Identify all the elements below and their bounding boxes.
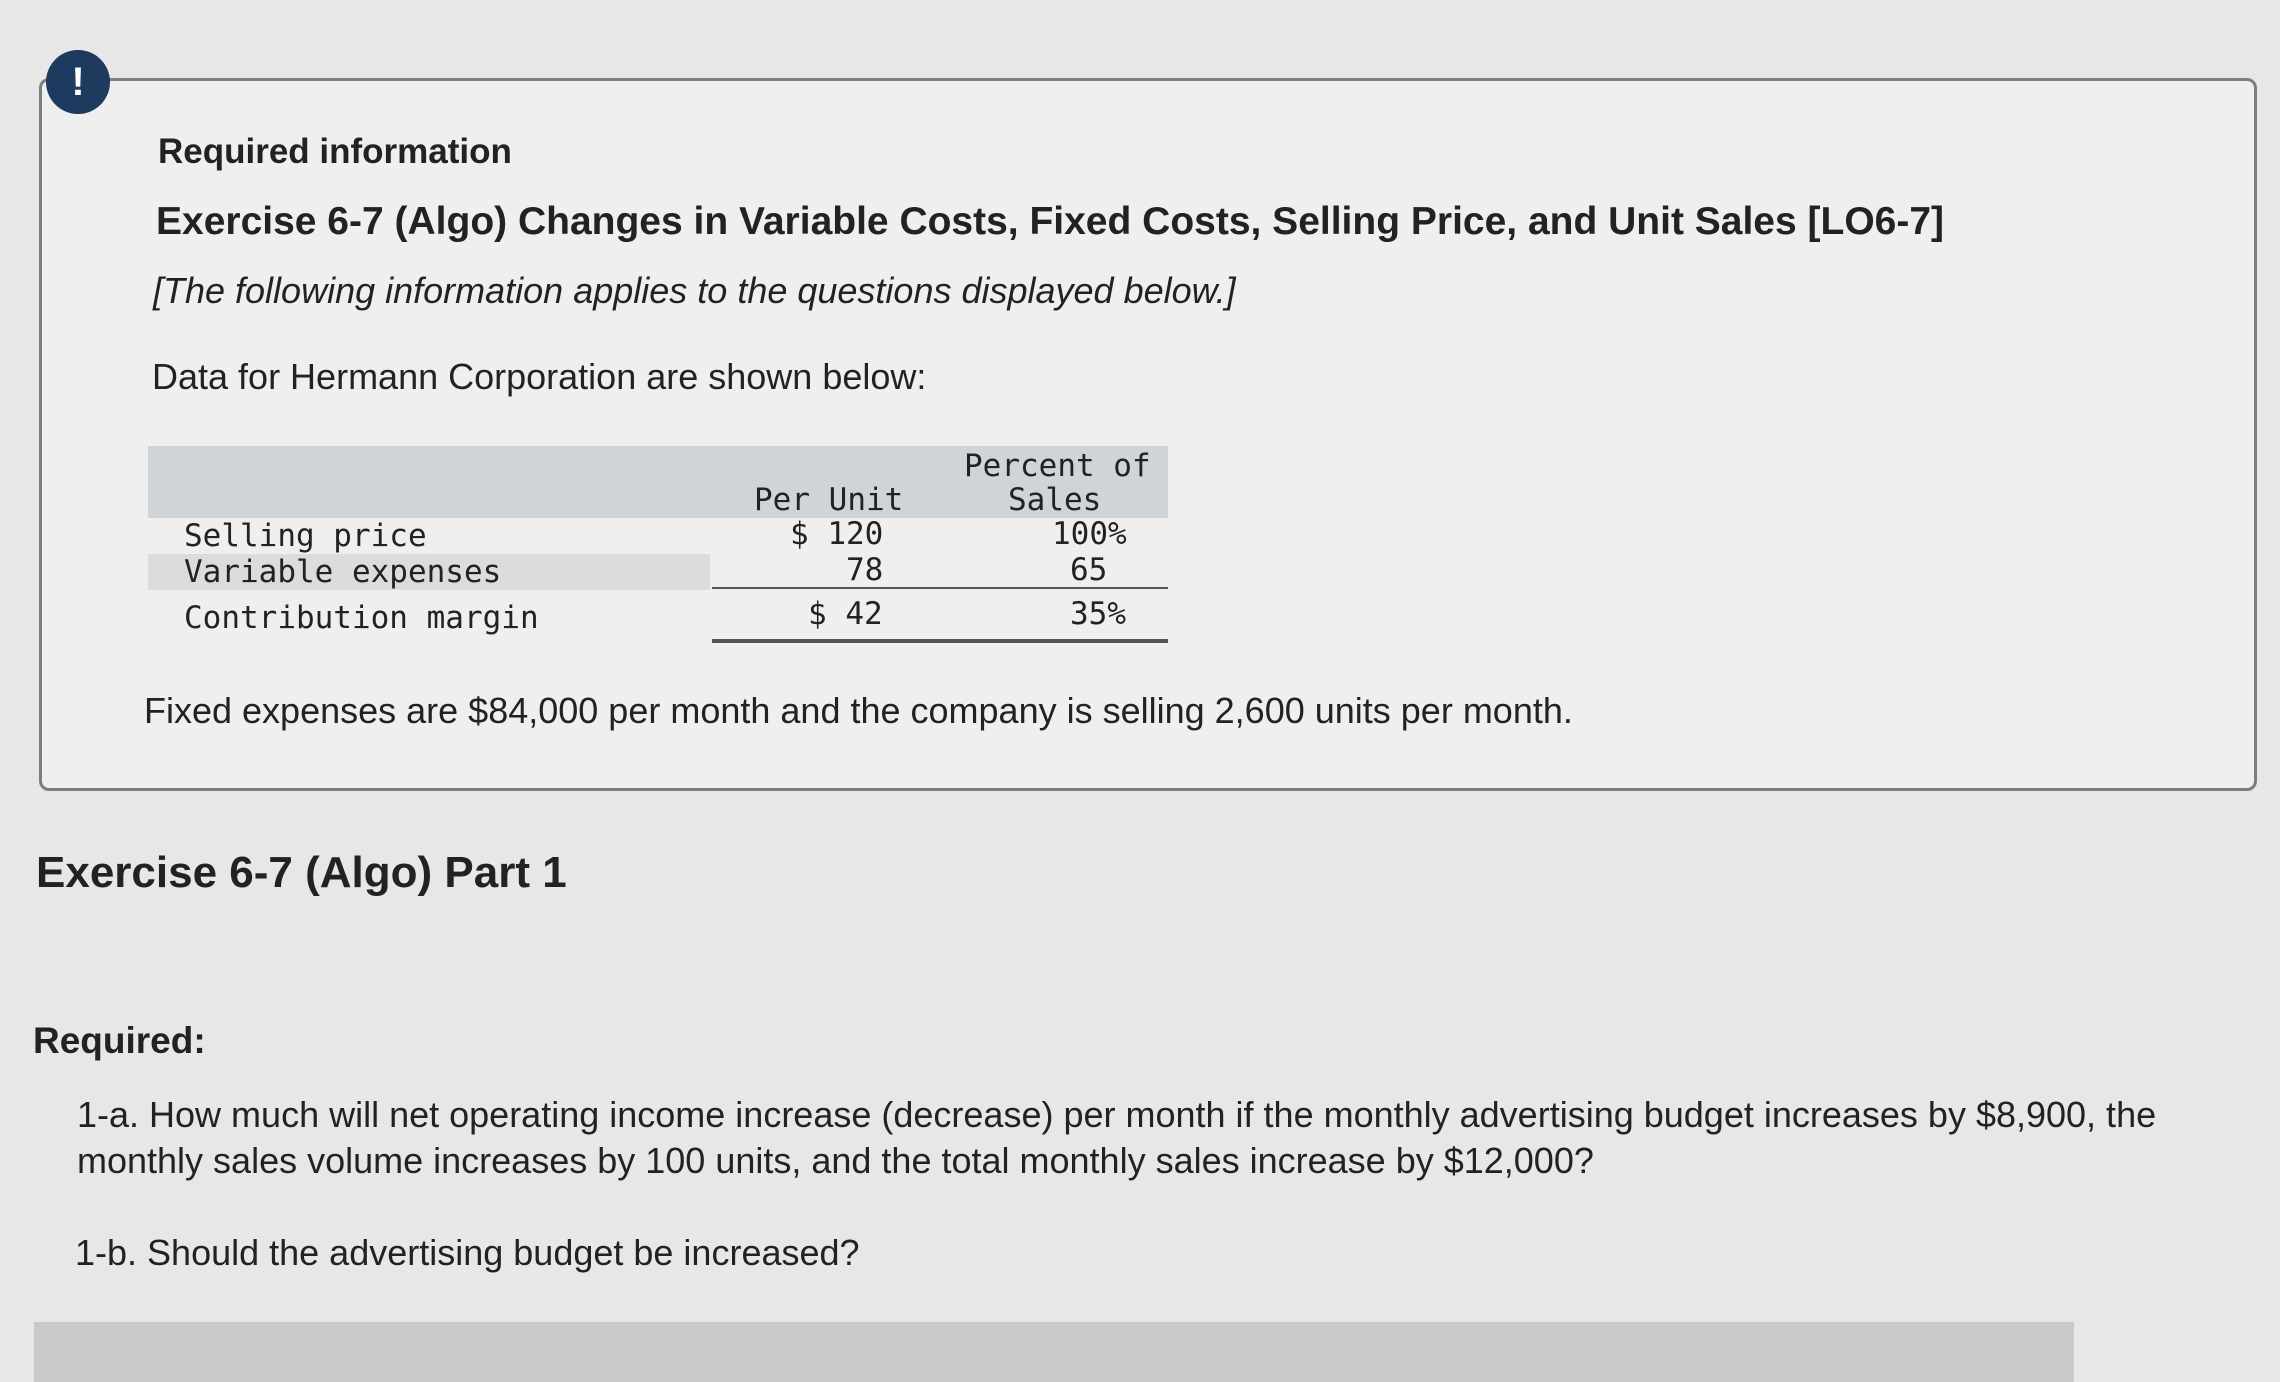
applies-note: [The following information applies to th… [153, 270, 1236, 311]
header-percent-line1: Percent of [964, 448, 1151, 484]
row-selling-price-percent: 100% [1052, 516, 1127, 552]
required-label: Required: [33, 1020, 206, 1061]
row-selling-price-per-unit: $ 120 [790, 516, 884, 552]
row-contribution-margin-per-unit: $ 42 [808, 596, 883, 632]
required-information-heading: Required information [158, 132, 512, 171]
intro-text: Data for Hermann Corporation are shown b… [152, 356, 927, 397]
total-rule [712, 639, 1168, 643]
header-percent-line2: Sales [1008, 482, 1102, 518]
question-1b: 1-b. Should the advertising budget be in… [75, 1232, 860, 1273]
question-1a: 1-a. How much will net operating income … [77, 1094, 2157, 1181]
table-header-band [148, 446, 1168, 518]
exercise-title: Exercise 6-7 (Algo) Changes in Variable … [156, 200, 1945, 243]
row-label-contribution-margin: Contribution margin [184, 600, 539, 636]
data-table: Percent of Sales Per Unit Selling price … [148, 446, 1168, 646]
required-information-panel [39, 78, 2257, 791]
table-row-stripe [148, 554, 710, 590]
row-label-variable-expenses: Variable expenses [184, 554, 502, 590]
header-per-unit: Per Unit [754, 482, 904, 518]
subtotal-rule [712, 587, 1168, 589]
answer-panel-header [34, 1322, 2074, 1382]
row-variable-expenses-per-unit: 78 [846, 552, 884, 588]
row-variable-expenses-percent: 65 [1070, 552, 1108, 588]
fixed-expenses-note: Fixed expenses are $84,000 per month and… [144, 690, 1573, 731]
alert-icon: ! [46, 50, 110, 114]
part-title: Exercise 6-7 (Algo) Part 1 [36, 848, 567, 897]
row-label-selling-price: Selling price [184, 518, 427, 554]
row-contribution-margin-percent: 35% [1070, 596, 1126, 632]
